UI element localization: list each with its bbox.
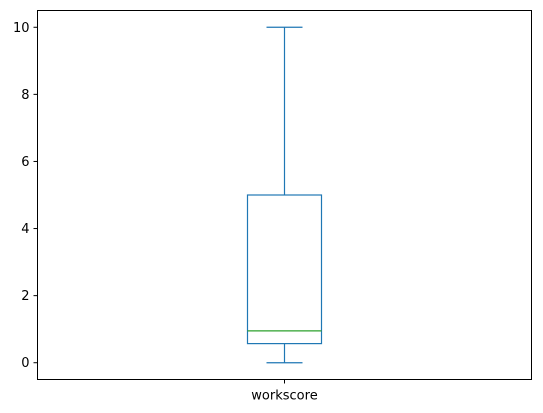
y-tick-label: 0: [21, 356, 29, 371]
y-tick-label: 4: [21, 222, 29, 237]
y-tick-label: 10: [13, 21, 30, 36]
box-series: [246, 26, 323, 364]
y-axis: 0 2 4 6 8 10: [13, 21, 38, 371]
x-axis: workscore: [251, 379, 318, 404]
x-tick-label: workscore: [251, 389, 317, 404]
y-tick-label: 8: [21, 88, 29, 103]
y-tick-label: 2: [21, 289, 29, 304]
y-tick-label: 6: [21, 155, 29, 170]
box-iqr: [246, 194, 323, 345]
